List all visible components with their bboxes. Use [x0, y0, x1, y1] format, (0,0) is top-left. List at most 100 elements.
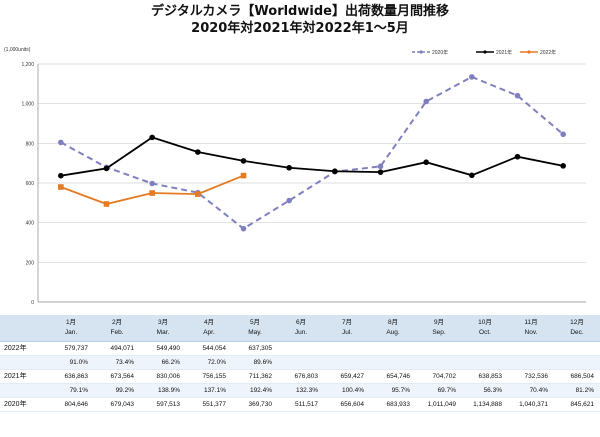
month-jp-label: 8月	[387, 319, 399, 326]
table-cell: 830,006	[140, 369, 186, 384]
y-tick-label: 400	[26, 221, 35, 227]
month-jp-label: 6月	[295, 319, 307, 326]
y-axis: 0 200 400 600 800 1,000 1,200	[21, 62, 34, 306]
data-point	[103, 201, 110, 207]
month-en-label: Oct.	[479, 329, 491, 336]
table-cell: 732,536	[508, 369, 554, 384]
legend-marker	[483, 50, 487, 54]
data-point	[286, 164, 292, 171]
data-point	[469, 74, 475, 80]
table-cell: 659,427	[324, 369, 370, 384]
month-jp-label: 3月	[157, 319, 169, 326]
data-point	[514, 153, 521, 160]
table-cell	[324, 341, 370, 356]
table-header-cell: 12月 Dec.	[554, 315, 600, 342]
table-cell: 597,513	[140, 397, 186, 412]
table-cell: 673,564	[94, 369, 140, 384]
data-point	[149, 180, 155, 187]
month-en-label: Feb.	[110, 329, 124, 336]
data-point	[58, 139, 64, 146]
month-en-label: Nov.	[524, 329, 538, 336]
legend-label: 2020年	[432, 49, 448, 56]
data-point	[560, 131, 566, 138]
table-cell: 72.0%	[186, 355, 232, 370]
table-cell	[554, 355, 600, 370]
table-cell: 676,803	[278, 369, 324, 384]
row-label: 2021年	[0, 369, 48, 384]
month-en-label: Apr.	[203, 329, 215, 336]
table-header-cell: 6月 Jun.	[278, 315, 324, 342]
table-cell: 845,621	[554, 397, 600, 412]
month-jp-label: 12月	[570, 319, 584, 326]
legend-marker	[527, 50, 531, 54]
month-jp-label: 1月	[65, 319, 77, 326]
table-cell: 683,933	[370, 397, 416, 412]
month-jp-label: 4月	[203, 319, 215, 326]
month-en-label: Jun.	[294, 329, 308, 336]
data-point	[377, 169, 384, 175]
table-header-cell: 10月 Oct.	[462, 315, 508, 342]
table-cell: 89.6%	[232, 355, 278, 370]
y-tick-label: 1,200	[21, 62, 34, 68]
table-cell	[370, 341, 416, 356]
table-corner-cell	[0, 315, 48, 342]
table-cell	[278, 341, 324, 356]
table-cell: 544,054	[186, 341, 232, 356]
data-point	[149, 190, 155, 196]
month-en-label: Mar.	[156, 329, 170, 336]
data-point	[195, 149, 201, 155]
table-cell: 79.1%	[48, 383, 94, 398]
table-row: 2020年 804,646 679,043 597,513 551,377 369,730…	[0, 397, 600, 412]
table-header-cell: 2月 Feb.	[94, 315, 140, 342]
data-point	[514, 92, 521, 99]
table-cell: 654,746	[370, 369, 416, 384]
table-header-cell: 9月 Sep.	[416, 315, 462, 342]
table-header-cell: 1月 Jan.	[48, 315, 94, 342]
table-cell: 138.9%	[140, 383, 186, 398]
table-cell: 132.3%	[278, 383, 324, 398]
row-label	[0, 355, 48, 370]
month-en-label: May.	[248, 329, 262, 336]
table-cell: 56.3%	[462, 383, 508, 398]
row-label: 2022年	[0, 341, 48, 356]
table-row: 91.0% 73.4% 66.2% 72.0% 89.6%	[0, 355, 600, 370]
table-cell	[462, 341, 508, 356]
data-point	[240, 225, 247, 232]
table-cell	[416, 341, 462, 356]
month-en-label: Sep.	[432, 329, 446, 336]
table-cell: 549,490	[140, 341, 186, 356]
data-point	[332, 168, 338, 175]
table-cell: 69.7%	[416, 383, 462, 398]
y-unit-label: (1,000units)	[4, 47, 31, 53]
table-cell	[508, 341, 554, 356]
y-tick-label: 200	[26, 260, 35, 266]
table-cell: 1,134,888	[462, 397, 508, 412]
month-en-label: Aug.	[386, 329, 400, 336]
table-cell: 679,043	[94, 397, 140, 412]
table-cell	[462, 355, 508, 370]
table-cell: 636,863	[48, 369, 94, 384]
month-en-label: Jan.	[64, 329, 78, 336]
data-point	[423, 98, 429, 105]
y-tick-label: 1,000	[21, 102, 34, 108]
table-cell: 704,702	[416, 369, 462, 384]
table-cell: 804,646	[48, 397, 94, 412]
chart-subtitle: 2020年対2021年対2022年1〜5月	[191, 21, 409, 36]
month-jp-label: 5月	[249, 319, 261, 326]
table-cell: 66.2%	[140, 355, 186, 370]
table-cell: 711,362	[232, 369, 278, 384]
series-lines	[58, 74, 566, 232]
data-point	[58, 172, 64, 179]
table-cell: 73.4%	[94, 355, 140, 370]
data-point	[560, 163, 566, 169]
table-cell: 551,377	[186, 397, 232, 412]
line-chart: 0 200 400 600 800 1,000 1,200 (1,000units) 202…	[4, 47, 586, 306]
data-point	[377, 163, 384, 170]
month-en-label: Dec.	[570, 329, 584, 336]
table-row: 79.1% 99.2% 138.9% 137.1% 192.4% 132.3% 100.4%…	[0, 383, 600, 398]
table-cell: 1,011,049	[416, 397, 462, 412]
data-table-container: 1月 Jan. 2月 Feb. 3月 Mar. 4月 Apr. 5月 May. 6月 Jun. 7月 Ju…	[0, 315, 600, 437]
series-line	[60, 136, 564, 177]
table-cell: 1,040,371	[508, 397, 554, 412]
series-line	[60, 174, 244, 205]
